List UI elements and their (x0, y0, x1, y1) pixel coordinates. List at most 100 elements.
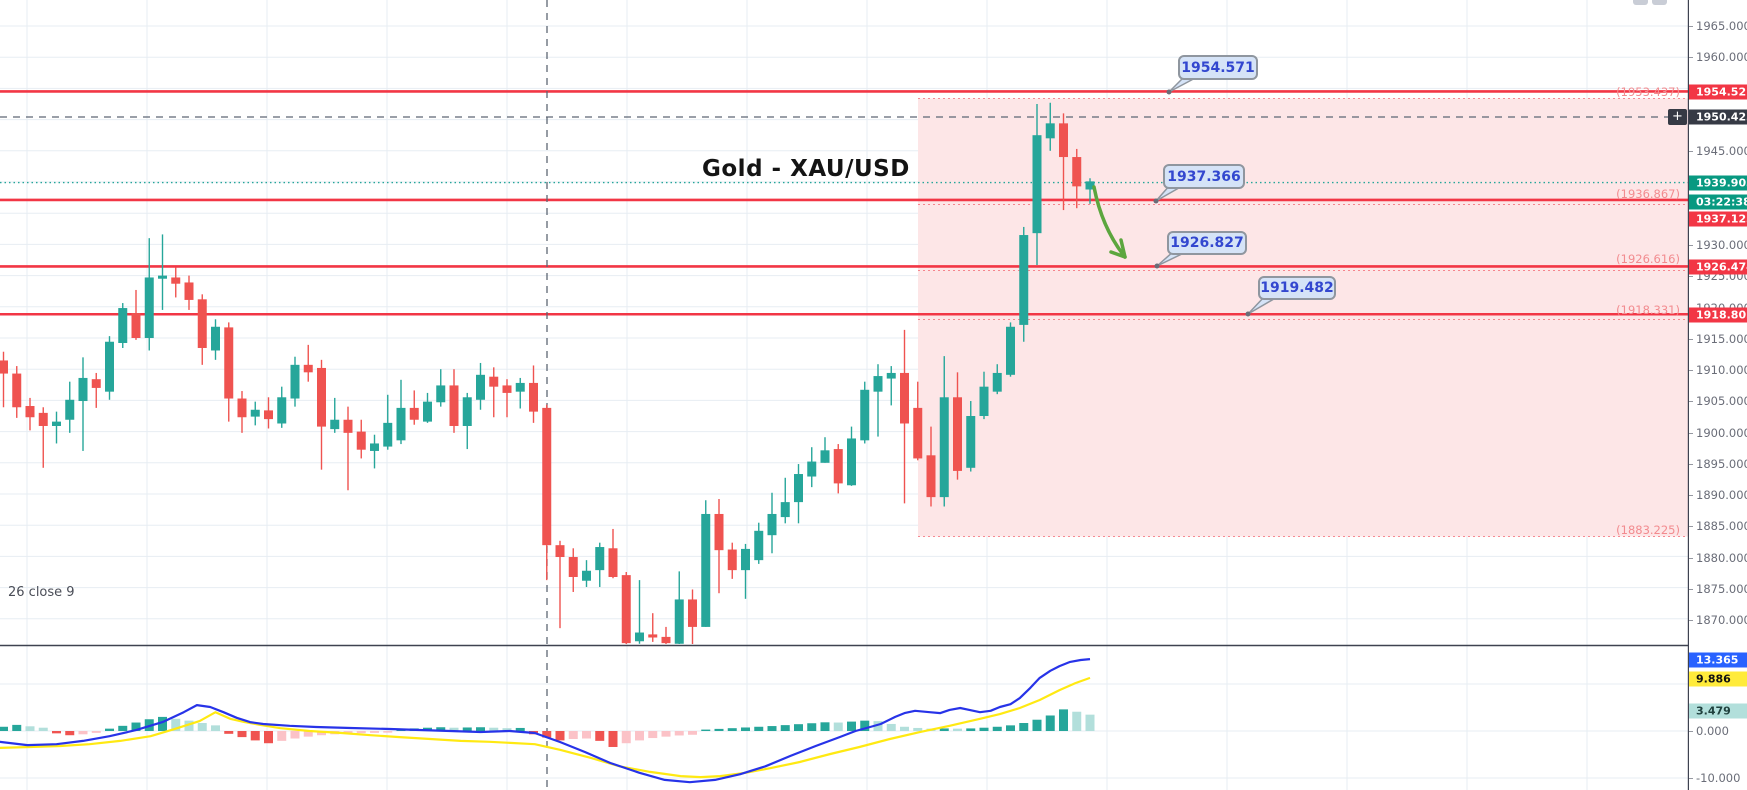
macd-histogram-bar (158, 716, 167, 731)
candle (171, 277, 181, 284)
macd-histogram-bar (953, 728, 962, 731)
candle (595, 547, 605, 571)
candle (396, 407, 406, 441)
macd-histogram-bar (701, 729, 711, 731)
macd-histogram-bar (1006, 725, 1015, 731)
candle (979, 386, 989, 416)
candle (476, 374, 485, 400)
macd-histogram-bar (754, 726, 764, 731)
macd-histogram-bar (688, 731, 697, 735)
axis-tick-label: 1905.000 (1689, 394, 1747, 408)
macd-params-label: 26 close 9 (8, 585, 75, 600)
macd-histogram-bar (860, 720, 870, 731)
macd-histogram-bar (1019, 723, 1029, 731)
macd-histogram-bar (807, 723, 817, 731)
candle (807, 461, 817, 477)
macd-histogram-bar (0, 726, 8, 731)
candle (184, 282, 194, 300)
candle (277, 397, 287, 424)
macd-histogram-bar (38, 727, 48, 731)
axis-tick-label: 1900.000 (1689, 426, 1747, 440)
macd-histogram-bar (25, 726, 35, 731)
chart-title[interactable]: Gold - XAU/USD (702, 156, 910, 182)
macd-histogram-bar (65, 731, 75, 736)
axis-tick-label: -10.000 (1688, 771, 1741, 785)
candle (953, 397, 962, 471)
pane-button-icon[interactable] (1652, 0, 1667, 5)
candle (91, 379, 101, 388)
macd-histogram-bar (900, 726, 909, 731)
axis-tick-label: 1930.000 (1689, 238, 1747, 252)
axis-tick-label: 1910.000 (1689, 363, 1747, 377)
price-callout[interactable]: 1954.571 (1178, 55, 1258, 80)
macd-histogram-bar (462, 727, 472, 731)
macd-histogram-bar (303, 731, 313, 737)
candle (1072, 157, 1082, 187)
price-callout[interactable]: 1926.827 (1167, 231, 1247, 255)
candle (383, 422, 393, 447)
candle (727, 549, 737, 571)
candle (900, 372, 909, 424)
macd-histogram-bar (184, 720, 194, 731)
candle (621, 575, 631, 644)
candle (118, 308, 128, 343)
macd-histogram-bar (317, 731, 326, 736)
macd-histogram-bar (197, 723, 207, 731)
callout-anchor-dot (1166, 89, 1172, 95)
macd-histogram-bar (780, 725, 790, 731)
candle (502, 385, 512, 393)
candle (436, 385, 446, 403)
candle (65, 399, 75, 420)
macd-histogram-bar (449, 727, 459, 731)
candle (568, 557, 578, 577)
candle (264, 410, 273, 420)
candle (661, 636, 671, 644)
macd-histogram-bar (873, 721, 883, 731)
axis-tick-label: 1890.000 (1689, 488, 1747, 502)
axis-price-badge: 1937.123 (1689, 211, 1747, 227)
macd-histogram-bar (979, 727, 989, 731)
candle (370, 443, 379, 451)
axis-tick-label: 1875.000 (1689, 582, 1747, 596)
macd-histogram-bar (12, 724, 22, 731)
macd-histogram-bar (913, 727, 923, 731)
macd-histogram-bar (1045, 715, 1055, 731)
price-callout[interactable]: 1937.366 (1163, 164, 1245, 189)
candle (714, 513, 724, 551)
level-label: (1926.616) (1616, 252, 1680, 266)
macd-histogram-bar (476, 727, 485, 731)
candle (303, 364, 313, 373)
candle (794, 474, 803, 503)
macd-histogram-bar (131, 722, 141, 731)
trend-arrow[interactable] (1092, 185, 1127, 259)
supply-zone[interactable] (918, 98, 1688, 537)
level-label: (1883.225) (1616, 523, 1680, 537)
crosshair-plus-button[interactable]: + (1668, 109, 1687, 125)
macd-histogram-bar (674, 731, 684, 736)
candle (1059, 123, 1068, 158)
macd-histogram-bar (237, 731, 247, 738)
candle (674, 599, 684, 644)
price-axis[interactable]: 1965.000 1960.000 1945.000 1930.000 1925.000… (1688, 0, 1747, 790)
candle (648, 634, 658, 638)
axis-price-badge: 1950.423 (1689, 109, 1747, 125)
callout-anchor-dot (1245, 311, 1251, 317)
macd-histogram-bar (595, 731, 605, 741)
macd-histogram-bar (608, 731, 618, 747)
macd-histogram-bar (542, 731, 552, 738)
macd-histogram-bar (436, 727, 446, 731)
macd-histogram-bar (555, 731, 565, 741)
candle (754, 530, 764, 561)
macd-signal-line (0, 676, 1091, 779)
candle (741, 548, 750, 571)
candle (635, 632, 644, 642)
price-callout[interactable]: 1919.482 (1258, 276, 1336, 300)
candle (105, 341, 114, 392)
pane-button-icon[interactable] (1633, 0, 1648, 5)
candle (211, 326, 220, 351)
macd-histogram-bar (383, 731, 393, 733)
level-label: (1953.437) (1616, 85, 1680, 99)
candle (144, 277, 154, 338)
